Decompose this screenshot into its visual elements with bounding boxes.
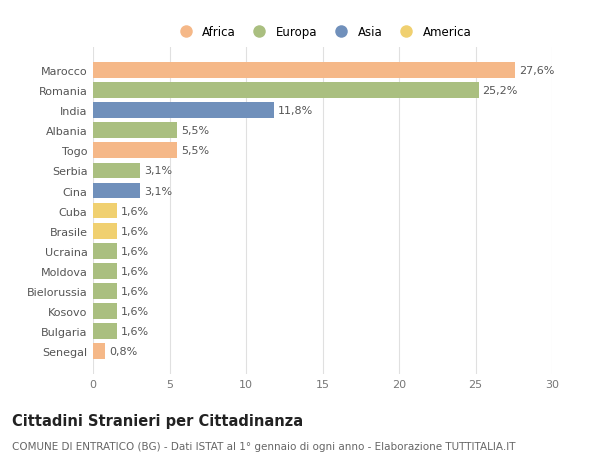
Bar (93, 63, 515, 78)
Bar (93, 103, 274, 119)
Bar (93, 303, 118, 319)
Text: 1,6%: 1,6% (121, 226, 149, 236)
Bar (93, 344, 105, 359)
Text: 25,2%: 25,2% (482, 86, 518, 96)
Text: 3,1%: 3,1% (144, 186, 172, 196)
Text: 1,6%: 1,6% (121, 326, 149, 336)
Text: 27,6%: 27,6% (519, 66, 554, 76)
Text: 5,5%: 5,5% (181, 126, 209, 136)
Bar (93, 324, 118, 339)
Text: 3,1%: 3,1% (144, 166, 172, 176)
Text: 1,6%: 1,6% (121, 266, 149, 276)
Text: COMUNE DI ENTRATICO (BG) - Dati ISTAT al 1° gennaio di ogni anno - Elaborazione : COMUNE DI ENTRATICO (BG) - Dati ISTAT al… (12, 441, 515, 451)
Text: 11,8%: 11,8% (277, 106, 313, 116)
Bar (93, 284, 118, 299)
Bar (93, 243, 118, 259)
Bar (93, 203, 118, 219)
Text: 1,6%: 1,6% (121, 286, 149, 297)
Bar (93, 183, 140, 199)
Bar (93, 143, 177, 159)
Bar (93, 224, 118, 239)
Text: 1,6%: 1,6% (121, 246, 149, 256)
Bar (93, 83, 479, 99)
Bar (93, 163, 140, 179)
Bar (93, 263, 118, 279)
Bar (93, 123, 177, 139)
Text: 0,8%: 0,8% (109, 347, 137, 357)
Legend: Africa, Europa, Asia, America: Africa, Europa, Asia, America (174, 26, 471, 39)
Text: Cittadini Stranieri per Cittadinanza: Cittadini Stranieri per Cittadinanza (12, 413, 303, 428)
Text: 1,6%: 1,6% (121, 206, 149, 216)
Text: 5,5%: 5,5% (181, 146, 209, 156)
Text: 1,6%: 1,6% (121, 306, 149, 316)
